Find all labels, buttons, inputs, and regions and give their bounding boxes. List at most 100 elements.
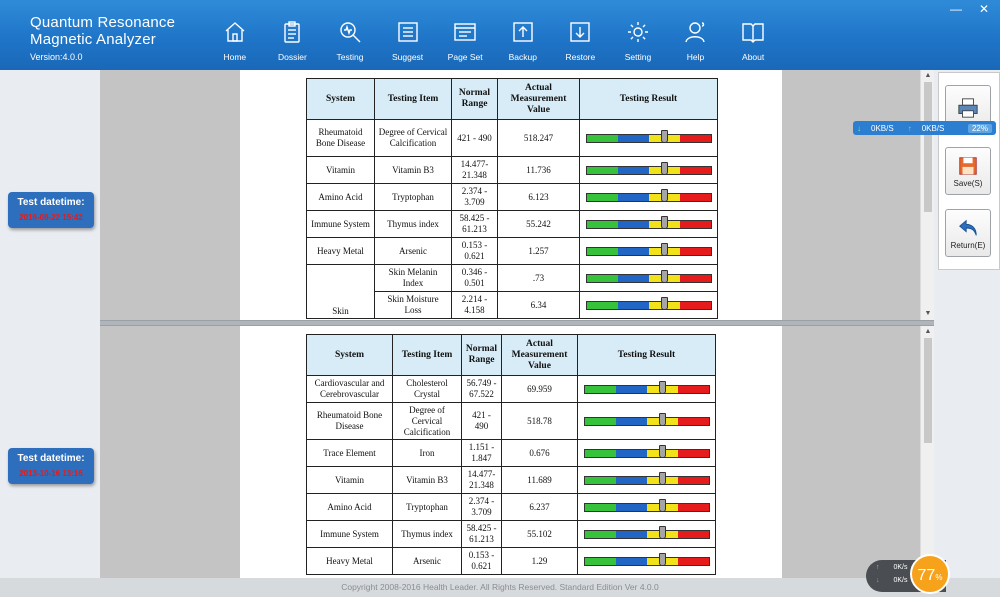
gauge-segment bbox=[617, 166, 649, 174]
cell-system: Rheumatoid Bone Disease bbox=[306, 119, 375, 157]
scroll-thumb[interactable] bbox=[924, 82, 932, 212]
gauge-segment bbox=[615, 476, 647, 484]
gauge-segment bbox=[617, 247, 649, 255]
cell-testing-item: Skin Moisture Loss bbox=[374, 291, 452, 319]
upload-speed: 0KB/S bbox=[921, 123, 945, 133]
cell-testing-result bbox=[577, 466, 716, 494]
upload-arrow-icon: ↑ bbox=[907, 123, 912, 133]
gauge-marker bbox=[660, 269, 668, 283]
gauge-segment bbox=[586, 193, 618, 201]
nav-home[interactable]: Home bbox=[206, 0, 264, 70]
result-gauge bbox=[583, 412, 710, 426]
cell-system: Vitamin bbox=[306, 156, 375, 184]
test-datetime-value: 2013-10-16 13:16 bbox=[19, 469, 83, 478]
scroll-thumb[interactable] bbox=[924, 338, 932, 443]
gauge-marker bbox=[658, 552, 666, 566]
cell-normal-range: 14.477-21.348 bbox=[451, 156, 498, 184]
test-datetime-label: Test datetime: bbox=[17, 197, 85, 208]
result-gauge bbox=[583, 552, 710, 566]
test-datetime-badge: Test datetime: 2016-08-22 15:42 bbox=[8, 192, 94, 228]
nav-label: Help bbox=[686, 52, 705, 62]
header-system: System bbox=[306, 78, 375, 120]
nav-dossier[interactable]: Dossier bbox=[264, 0, 322, 70]
header-testing-item: Testing Item bbox=[392, 334, 462, 376]
vertical-scrollbar[interactable]: ▲ ▼ bbox=[920, 326, 934, 578]
cell-system: Skin bbox=[306, 264, 375, 319]
usage-percent: 77 bbox=[917, 567, 936, 584]
report-table: System Testing Item Normal Range Actual … bbox=[306, 334, 716, 575]
report-pane-lower: System Testing Item Normal Range Actual … bbox=[100, 326, 934, 578]
gauge-marker bbox=[660, 129, 668, 143]
cell-testing-result bbox=[579, 291, 718, 319]
cell-testing-item: Thymus index bbox=[392, 520, 462, 548]
gauge-segment bbox=[584, 417, 616, 425]
nav-label: Page Set bbox=[447, 52, 483, 62]
scroll-up-arrow[interactable]: ▲ bbox=[924, 72, 932, 79]
gauge-segment bbox=[615, 385, 647, 393]
usage-circle: 77% bbox=[910, 554, 950, 594]
nav-setting[interactable]: Setting bbox=[609, 0, 667, 70]
gear-icon bbox=[627, 22, 648, 42]
gauge-segment bbox=[586, 274, 618, 282]
gauge-marker bbox=[658, 444, 666, 458]
nav-help[interactable]: Help bbox=[667, 0, 725, 70]
cell-normal-range: 56.749 - 67.522 bbox=[461, 375, 502, 403]
gauge-segment bbox=[617, 134, 649, 142]
gauge-marker bbox=[658, 380, 666, 394]
cell-testing-item: Vitamin B3 bbox=[374, 156, 452, 184]
cell-testing-result bbox=[577, 547, 716, 575]
table-row: Amino Acid Tryptophan 2.374 - 3.709 6.123 bbox=[306, 183, 718, 211]
nav-page-set[interactable]: Page Set bbox=[436, 0, 494, 70]
cell-testing-item: Skin Melanin Index bbox=[374, 264, 452, 292]
gauge-segment bbox=[584, 449, 616, 457]
cell-testing-item: Degree of Cervical Calcification bbox=[392, 402, 462, 440]
save-button[interactable]: Save(S) bbox=[945, 147, 991, 195]
speed-widget[interactable]: ↑ 0K/s ↓ 0K/s 77% bbox=[866, 554, 950, 594]
close-button[interactable]: ✕ bbox=[978, 2, 990, 16]
cell-system: Immune System bbox=[306, 520, 393, 548]
header-normal-range: Normal Range bbox=[451, 78, 498, 120]
cell-actual-value: 69.959 bbox=[501, 375, 578, 403]
result-gauge bbox=[583, 471, 710, 485]
nav-about[interactable]: About bbox=[724, 0, 782, 70]
gauge-segment bbox=[584, 557, 616, 565]
nav-testing[interactable]: Testing bbox=[321, 0, 379, 70]
gauge-segment bbox=[679, 274, 711, 282]
minimize-button[interactable]: — bbox=[950, 2, 962, 16]
gauge-segment bbox=[617, 301, 649, 309]
gauge-segment bbox=[584, 503, 616, 511]
result-gauge bbox=[583, 380, 710, 394]
cell-actual-value: 518.247 bbox=[497, 119, 580, 157]
nav-suggest[interactable]: Suggest bbox=[379, 0, 437, 70]
gauge-segment bbox=[586, 301, 618, 309]
cell-actual-value: .73 bbox=[497, 264, 580, 292]
gauge-segment bbox=[615, 503, 647, 511]
cell-normal-range: 58.425 - 61.213 bbox=[461, 520, 502, 548]
vertical-scrollbar[interactable]: ▲ ▼ bbox=[920, 70, 934, 320]
cell-actual-value: 518.78 bbox=[501, 402, 578, 440]
cell-actual-value: 11.689 bbox=[501, 466, 578, 494]
result-gauge bbox=[583, 444, 710, 458]
nav-restore[interactable]: Restore bbox=[552, 0, 610, 70]
nav-label: Testing bbox=[336, 52, 364, 62]
pane-splitter[interactable] bbox=[100, 320, 934, 326]
gauge-marker bbox=[660, 215, 668, 229]
header-testing-result: Testing Result bbox=[577, 334, 716, 376]
cell-normal-range: 1.151 - 1.847 bbox=[461, 439, 502, 467]
cell-normal-range: 0.153 - 0.621 bbox=[461, 547, 502, 575]
report-pane-upper: System Testing Item Normal Range Actual … bbox=[100, 70, 934, 320]
app-title-line2: Magnetic Analyzer bbox=[30, 31, 156, 48]
nav-backup[interactable]: Backup bbox=[494, 0, 552, 70]
cell-actual-value: 55.242 bbox=[497, 210, 580, 238]
down-arrow-icon: ↓ bbox=[876, 577, 880, 584]
result-gauge bbox=[583, 525, 710, 539]
table-row: Immune System Thymus index 58.425 - 61.213… bbox=[306, 520, 716, 548]
scroll-down-arrow[interactable]: ▼ bbox=[924, 310, 932, 317]
cell-testing-result bbox=[577, 439, 716, 467]
cell-testing-result bbox=[577, 402, 716, 440]
return-button[interactable]: Return(E) bbox=[945, 209, 991, 257]
gauge-segment bbox=[677, 417, 709, 425]
cell-testing-item: Vitamin B3 bbox=[392, 466, 462, 494]
scroll-up-arrow[interactable]: ▲ bbox=[924, 328, 932, 335]
network-percent: 22% bbox=[967, 123, 992, 133]
